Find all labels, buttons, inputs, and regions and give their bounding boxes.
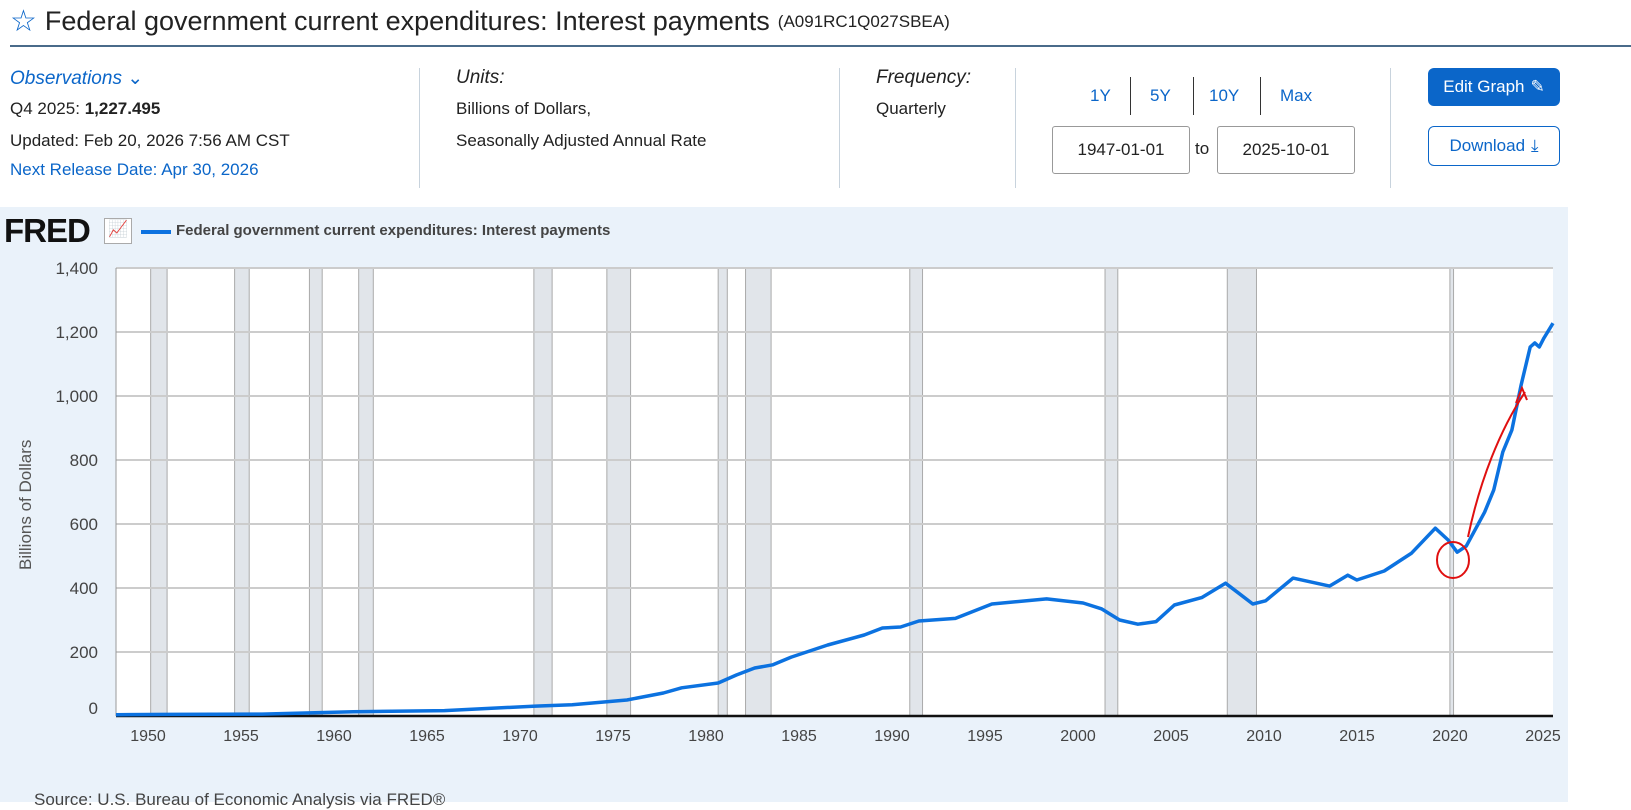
frequency-value: Quarterly xyxy=(876,99,946,118)
x-tick-label: 1990 xyxy=(874,728,910,745)
recession-bar xyxy=(909,267,924,717)
recession-bar xyxy=(606,267,632,717)
y-tick-label: 400 xyxy=(70,579,98,598)
plot-area xyxy=(116,268,1553,716)
units-label: Units: xyxy=(456,67,505,88)
edit-graph-button[interactable]: Edit Graph ✎ xyxy=(1428,68,1560,106)
chevron-down-icon: ⌄ xyxy=(127,68,144,89)
x-tick-label: 2025 xyxy=(1525,728,1561,745)
annotation-circle xyxy=(1436,541,1470,579)
page-title: ☆ Federal government current expenditure… xyxy=(10,4,950,39)
source-note: Source: U.S. Bureau of Economic Analysis… xyxy=(34,790,446,809)
x-tick-label: 1960 xyxy=(316,728,352,745)
y-tick-label: 800 xyxy=(70,451,98,470)
latest-observation: Q4 2025: 1,227.495 xyxy=(10,99,161,118)
range-max-button[interactable]: Max xyxy=(1280,86,1313,105)
x-tick-label: 1970 xyxy=(502,728,538,745)
y-tick-label: 1,400 xyxy=(55,259,98,278)
chart-icon: 📈 xyxy=(104,218,132,244)
next-release-link[interactable]: Next Release Date: Apr 30, 2026 xyxy=(10,160,259,179)
y-tick-label: 1,200 xyxy=(55,323,98,342)
legend-swatch xyxy=(141,230,171,234)
units-line1: Billions of Dollars, xyxy=(456,99,592,118)
recession-bar xyxy=(358,267,374,717)
series-title: Federal government current expenditures:… xyxy=(44,6,770,36)
recession-bar xyxy=(234,267,250,717)
annotation-arrow xyxy=(1467,385,1528,538)
download-button[interactable]: Download ⤓ xyxy=(1428,126,1560,166)
x-tick-label: 2015 xyxy=(1339,728,1375,745)
y-tick-label: 0 xyxy=(89,699,98,718)
x-tick-label: 1950 xyxy=(130,728,166,745)
y-tick-label: 200 xyxy=(70,643,98,662)
end-date-input[interactable]: 2025-10-01 xyxy=(1217,126,1355,174)
x-tick-label: 1975 xyxy=(595,728,631,745)
x-tick-label: 1980 xyxy=(688,728,724,745)
recession-bar xyxy=(717,267,728,717)
header-divider xyxy=(10,45,1631,47)
x-tick-label: 2000 xyxy=(1060,728,1096,745)
recession-bar xyxy=(533,267,553,717)
recession-bar xyxy=(1226,267,1257,717)
x-tick-label: 2010 xyxy=(1246,728,1282,745)
x-tick-label: 1965 xyxy=(409,728,445,745)
observations-toggle[interactable]: Observations ⌄ xyxy=(10,68,144,89)
recession-bar xyxy=(745,267,772,717)
x-tick-label: 2005 xyxy=(1153,728,1189,745)
recession-bar xyxy=(308,267,323,717)
x-tick-label: 1955 xyxy=(223,728,259,745)
recession-bar xyxy=(1104,267,1119,717)
x-tick-label: 2020 xyxy=(1432,728,1468,745)
y-tick-label: 600 xyxy=(70,515,98,534)
fred-logo: FRED xyxy=(4,212,91,249)
range-10y-button[interactable]: 10Y xyxy=(1209,86,1240,105)
legend-label: Federal government current expenditures:… xyxy=(176,222,611,239)
series-line xyxy=(115,322,1555,717)
range-1y-button[interactable]: 1Y xyxy=(1090,86,1111,105)
range-5y-button[interactable]: 5Y xyxy=(1150,86,1171,105)
recession-bar xyxy=(150,267,168,717)
frequency-label: Frequency: xyxy=(876,67,972,88)
x-tick-label: 1995 xyxy=(967,728,1003,745)
recession-bar xyxy=(1449,267,1455,717)
updated-text: Updated: Feb 20, 2026 7:56 AM CST xyxy=(10,131,290,150)
download-icon: ⤓ xyxy=(1531,136,1539,155)
to-label: to xyxy=(1195,139,1210,158)
y-tick-label: 1,000 xyxy=(55,387,98,406)
edit-icon: ✎ xyxy=(1530,77,1545,96)
favorite-star-icon[interactable]: ☆ xyxy=(10,5,37,38)
x-tick-label: 1985 xyxy=(781,728,817,745)
start-date-input[interactable]: 1947-01-01 xyxy=(1052,126,1190,174)
series-id: (A091RC1Q027SBEA) xyxy=(777,11,950,31)
units-line2: Seasonally Adjusted Annual Rate xyxy=(456,131,707,150)
